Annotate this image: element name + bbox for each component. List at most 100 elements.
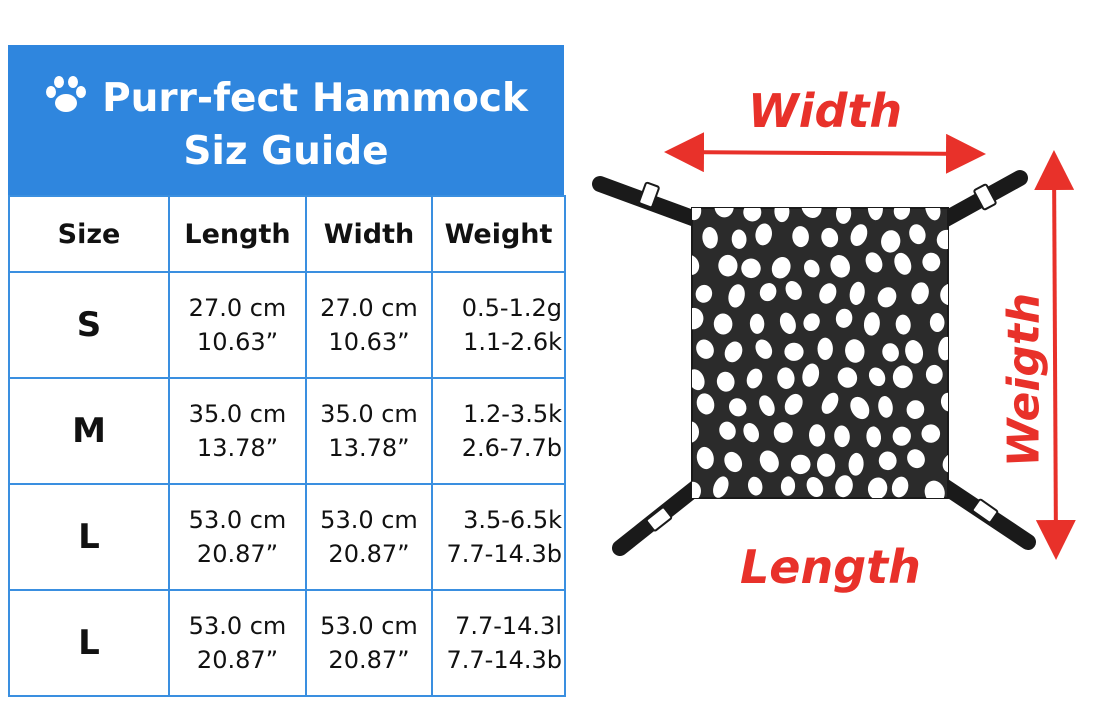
fabric-spot	[719, 421, 736, 440]
fabric-spot	[895, 314, 911, 335]
fabric-spot	[780, 476, 796, 496]
fabric-spot	[792, 226, 809, 248]
length-label: Length	[740, 540, 921, 594]
width-in: 20.87”	[328, 646, 410, 674]
fabric-spot	[692, 481, 701, 498]
fabric-spot	[816, 453, 836, 477]
title-line-1: Purr-fect Hammock	[8, 75, 564, 126]
fabric-spot	[821, 392, 839, 414]
fabric-spot	[878, 396, 893, 418]
fabric-spot	[905, 340, 924, 364]
fabric-spot	[692, 307, 704, 330]
table-row: M 35.0 cm 13.78” 35.0 cm 13.78” 1.2-3.5k 2.…	[8, 377, 566, 485]
size-cell: L	[8, 483, 170, 591]
fabric-spot	[728, 284, 745, 308]
length-cell: 53.0 cm 20.87”	[168, 483, 307, 591]
fabric-spot	[850, 396, 870, 420]
weight-range-2: 7.7-14.3b	[446, 540, 563, 568]
hammock	[691, 207, 949, 499]
fabric-spot	[774, 208, 790, 223]
fabric-spot	[692, 421, 700, 443]
fabric-spot	[924, 480, 945, 498]
fabric-spot	[696, 446, 714, 470]
fabric-spot	[940, 283, 948, 306]
length-cm: 35.0 cm	[188, 400, 287, 428]
width-in: 10.63”	[328, 328, 410, 356]
fabric-spot	[938, 336, 948, 361]
fabric-spot	[743, 422, 760, 443]
width-cell: 35.0 cm 13.78”	[305, 377, 433, 485]
title-line-2: Siz Guide	[183, 129, 389, 174]
weight-range-1: 7.7-14.3l	[455, 612, 562, 640]
hammock-illustration	[592, 132, 1076, 560]
fabric-spot	[714, 208, 734, 218]
fabric-spot	[835, 308, 853, 328]
fabric-spot	[695, 284, 713, 303]
length-in: 20.87”	[196, 646, 279, 674]
fabric-spot	[802, 363, 820, 387]
width-cm: 53.0 cm	[320, 612, 418, 640]
fabric-spot	[865, 252, 883, 273]
fabric-spot	[921, 424, 941, 443]
weight-cell: 7.7-14.3l 7.7-14.3b	[431, 589, 566, 697]
fabric-spot	[877, 287, 897, 308]
weight-range-1: 3.5-6.5k	[463, 506, 562, 534]
fabric-spot	[759, 450, 779, 473]
fabric-spot	[803, 259, 820, 278]
fabric-spot	[759, 395, 775, 417]
fabric-spot	[892, 365, 913, 389]
fabric-spot	[849, 281, 865, 305]
width-cm: 27.0 cm	[320, 294, 418, 322]
fabric-spot	[830, 255, 850, 278]
fabric-spot	[863, 312, 880, 336]
fabric-spot	[696, 393, 715, 415]
fabric-spot	[911, 282, 929, 305]
fabric-spot	[907, 449, 925, 469]
fabric-spot	[925, 208, 941, 221]
fabric-spot	[806, 476, 824, 498]
fabric-spot	[845, 339, 865, 363]
fabric-spot	[891, 476, 909, 498]
header-row: Size Length Width Weight	[8, 195, 566, 273]
fabric-spot	[942, 453, 948, 473]
fabric-spot	[848, 452, 864, 476]
width-in: 20.87”	[328, 540, 410, 568]
fabric-spot	[892, 426, 911, 446]
fabric-spot	[777, 367, 795, 389]
length-in: 13.78”	[196, 434, 279, 462]
weight-label: Weigth	[998, 292, 1050, 468]
fabric-spot	[741, 258, 761, 279]
fabric-spot	[835, 208, 852, 224]
fabric-spot	[784, 393, 803, 415]
fabric-spot	[747, 476, 763, 496]
fabric-spot	[835, 475, 853, 498]
size-cell: S	[8, 271, 170, 379]
fabric-spot	[716, 371, 735, 392]
fabric-spot	[724, 341, 743, 363]
fabric-spot	[936, 229, 948, 250]
width-cm: 35.0 cm	[320, 400, 418, 428]
length-cell: 53.0 cm 20.87”	[168, 589, 307, 697]
table-row: S 27.0 cm 10.63” 27.0 cm 10.63” 0.5-1.2g 1.…	[8, 271, 566, 379]
fabric-spot	[692, 208, 702, 221]
width-arrow	[664, 132, 986, 174]
fabric-spot	[773, 422, 793, 443]
length-in: 10.63”	[196, 328, 279, 356]
fabric-spot	[922, 252, 941, 272]
fabric-spot	[925, 364, 943, 384]
fabric-spot	[731, 229, 747, 249]
fabric-spot	[866, 426, 882, 448]
length-cell: 27.0 cm 10.63”	[168, 271, 307, 379]
fabric-spot	[692, 254, 700, 275]
length-cell: 35.0 cm 13.78”	[168, 377, 307, 485]
size-guide-table: Purr-fect Hammock Siz Guide Size Length …	[8, 45, 566, 697]
fabric-spot	[850, 224, 868, 246]
length-cm: 53.0 cm	[188, 506, 287, 534]
fabric-spot	[881, 230, 901, 253]
fabric-spot	[909, 224, 926, 245]
weight-range-2: 2.6-7.7b	[461, 434, 562, 462]
fabric-spot	[759, 283, 777, 302]
fabric-spot	[882, 343, 899, 362]
weight-cell: 1.2-3.5k 2.6-7.7b	[431, 377, 566, 485]
length-cm: 53.0 cm	[188, 612, 287, 640]
